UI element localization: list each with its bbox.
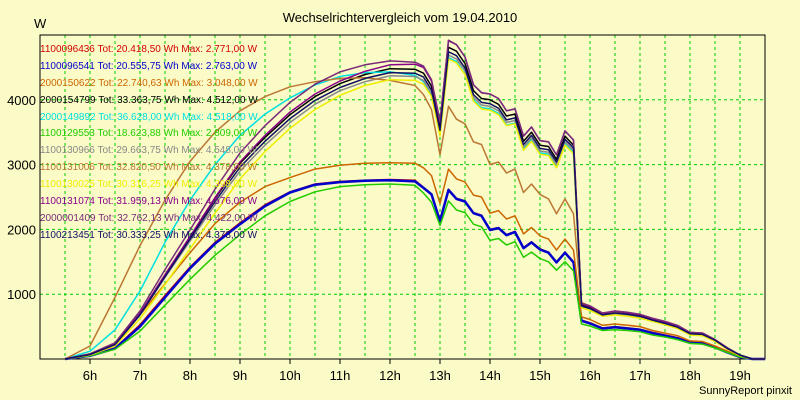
legend-entry: 2000154799 Tot: 33.363,75 Wh Max: 4.512,…	[40, 94, 258, 106]
series-line	[64, 58, 765, 360]
y-tick-label: 2000	[7, 222, 36, 237]
series-line	[64, 178, 765, 361]
y-tick-label: 4000	[7, 93, 36, 108]
x-tick-label: 11h	[330, 368, 351, 383]
series-line	[64, 183, 765, 360]
legend-entry: 1100096541 Tot: 20.555,75 Wh Max: 2.763,…	[40, 60, 258, 72]
chart-legend: 1100096436 Tot: 20.418,50 Wh Max: 2.771,…	[40, 42, 258, 245]
legend-entry: 2000149892 Tot: 36.628,00 Wh Max: 4.518,…	[40, 111, 258, 123]
legend-entry: 1100131074 Tot: 31.959,13 Wh Max: 4.576,…	[40, 196, 258, 208]
legend-entry: 1100213451 Tot: 30.333,25 Wh Max: 4.373,…	[40, 229, 258, 241]
legend-entry: 1100129553 Tot: 18.623,88 Wh Max: 2.809,…	[40, 128, 258, 140]
legend-entry: 1100131006 Tot: 32.820,50 Wh Max: 4.378,…	[40, 162, 258, 174]
x-tick-label: 10h	[279, 368, 301, 383]
x-tick-label: 16h	[579, 368, 601, 383]
legend-entry: 2000150622 Tot: 22.740,63 Wh Max: 3.048,…	[40, 77, 258, 89]
x-tick-label: 14h	[479, 368, 501, 383]
chart-title: Wechselrichtervergleich vom 19.04.2010	[282, 10, 518, 25]
y-tick-label: 1000	[7, 287, 36, 302]
x-tick-label: 12h	[379, 368, 401, 383]
legend-entry: 2000001409 Tot: 32.762,13 Wh Max: 4.422,…	[40, 212, 258, 224]
y-axis-unit: W	[34, 16, 47, 31]
plot-frame	[39, 34, 766, 360]
x-tick-label: 7h	[133, 368, 147, 383]
x-tick-label: 18h	[679, 368, 701, 383]
y-tick-label: 3000	[7, 158, 36, 173]
x-tick-label: 6h	[83, 368, 97, 383]
series-line	[64, 161, 765, 360]
x-tick-label: 17h	[629, 368, 651, 383]
series-line	[64, 39, 765, 360]
x-tick-label: 9h	[233, 368, 247, 383]
x-tick-label: 8h	[183, 368, 197, 383]
x-tick-label: 15h	[529, 368, 551, 383]
x-tick-label: 13h	[429, 368, 451, 383]
footer-credit: SunnyReport pinxit	[699, 385, 792, 397]
legend-entry: 1100130966 Tot: 29.663,75 Wh Max: 4.548,…	[40, 145, 258, 157]
legend-entry: 1100130025 Tot: 30.316,25 Wh Max: 4.398,…	[40, 179, 258, 191]
x-tick-label: 19h	[729, 368, 751, 383]
series-line	[64, 51, 765, 360]
legend-entry: 1100096436 Tot: 20.418,50 Wh Max: 2.771,…	[40, 44, 258, 55]
